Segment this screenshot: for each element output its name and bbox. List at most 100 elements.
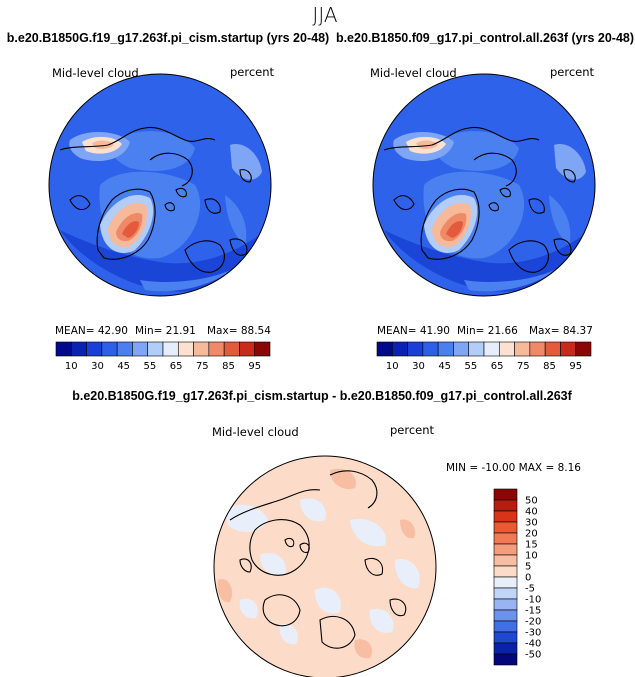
colorbar-tick-label: 75 xyxy=(196,361,209,372)
colorbar-tick-label: 0 xyxy=(525,573,531,584)
panel-2-mean: MEAN= 41.90 xyxy=(377,325,450,337)
colorbar-swatch xyxy=(376,341,393,357)
colorbar-tick-label: 85 xyxy=(222,361,235,372)
colorbar-swatch xyxy=(493,521,518,534)
colorbar-swatch xyxy=(453,341,470,357)
colorbar-tick-label: -50 xyxy=(525,650,541,661)
colorbar-swatch xyxy=(422,341,439,357)
colorbar-tick-label: 5 xyxy=(525,562,531,573)
colorbar-swatch xyxy=(493,554,518,567)
colorbar-tick-label: -30 xyxy=(525,628,541,639)
panel-3: b.e20.B1850G.f19_g17.263f.pi_cism.startu… xyxy=(72,389,581,677)
colorbar-swatch xyxy=(162,341,179,357)
colorbar-swatch xyxy=(86,341,103,357)
colorbar-swatch xyxy=(254,341,271,357)
colorbar-tick-label: 15 xyxy=(525,540,538,551)
colorbar-swatch xyxy=(55,341,72,357)
colorbar-swatch xyxy=(483,341,500,357)
season-title: JJA xyxy=(312,3,337,27)
colorbar-swatch xyxy=(493,609,518,622)
colorbar-tick-label: 10 xyxy=(525,551,538,562)
colorbar-swatch xyxy=(493,488,518,501)
panel-2-min: Min= 21.66 xyxy=(457,325,518,337)
colorbar-swatch xyxy=(493,499,518,512)
colorbar-swatch xyxy=(529,341,546,357)
colorbar-tick-label: -20 xyxy=(525,617,541,628)
panel-1-colorbar xyxy=(55,341,271,357)
colorbar-tick-label: 45 xyxy=(117,361,130,372)
colorbar-swatch xyxy=(575,341,592,357)
panel-2-variable-label: Mid-level cloud xyxy=(370,66,457,80)
panel-1-mean: MEAN= 42.90 xyxy=(55,325,128,337)
panel-2-max: Max= 84.37 xyxy=(529,325,593,337)
colorbar-swatch xyxy=(101,341,118,357)
panel-1: b.e20.B1850G.f19_g17.263f.pi_cism.startu… xyxy=(7,31,329,372)
colorbar-tick-label: 10 xyxy=(386,361,399,372)
panel-3-variable-label: Mid-level cloud xyxy=(212,425,299,439)
panel-1-variable-label: Mid-level cloud xyxy=(52,66,139,80)
colorbar-tick-label: 95 xyxy=(569,361,582,372)
colorbar-tick-label: 65 xyxy=(491,361,504,372)
colorbar-tick-label: 50 xyxy=(525,496,538,507)
colorbar-swatch xyxy=(493,532,518,545)
panel-2-map xyxy=(373,74,595,296)
colorbar-swatch xyxy=(560,341,577,357)
colorbar-swatch xyxy=(468,341,485,357)
colorbar-tick-label: -15 xyxy=(525,606,541,617)
colorbar-swatch xyxy=(493,620,518,633)
colorbar-tick-label: 95 xyxy=(248,361,261,372)
colorbar-tick-label: -10 xyxy=(525,595,541,606)
colorbar-tick-label: 75 xyxy=(517,361,530,372)
panel-3-title: b.e20.B1850G.f19_g17.263f.pi_cism.startu… xyxy=(72,389,572,403)
colorbar-tick-label: 55 xyxy=(465,361,478,372)
colorbar-swatch xyxy=(193,341,210,357)
colorbar-swatch xyxy=(544,341,561,357)
colorbar-tick-label: 30 xyxy=(525,518,538,529)
panel-2-title: b.e20.B1850.f09_g17.pi_control.all.263f … xyxy=(336,31,634,45)
panel-3-units-label: percent xyxy=(390,423,435,437)
colorbar-swatch xyxy=(493,642,518,655)
colorbar-swatch xyxy=(493,565,518,578)
colorbar-swatch xyxy=(239,341,256,357)
colorbar-swatch xyxy=(514,341,531,357)
colorbar-swatch xyxy=(493,510,518,523)
panel-1-max: Max= 88.54 xyxy=(207,325,271,337)
colorbar-swatch xyxy=(493,631,518,644)
colorbar-tick-label: -5 xyxy=(525,584,535,595)
colorbar-swatch xyxy=(147,341,164,357)
colorbar-tick-label: 20 xyxy=(525,529,538,540)
colorbar-swatch xyxy=(493,653,518,666)
colorbar-swatch xyxy=(177,341,194,357)
colorbar-swatch xyxy=(407,341,424,357)
colorbar-swatch xyxy=(493,543,518,556)
colorbar-swatch xyxy=(208,341,225,357)
colorbar-tick-label: 45 xyxy=(438,361,451,372)
colorbar-tick-label: 30 xyxy=(412,361,425,372)
panel-2-units-label: percent xyxy=(550,65,595,79)
colorbar-tick-label: 65 xyxy=(170,361,183,372)
panel-1-units-label: percent xyxy=(230,65,275,79)
colorbar-swatch xyxy=(493,576,518,589)
panel-2-map-border xyxy=(372,73,596,297)
colorbar-swatch xyxy=(493,587,518,600)
panel-1-colorbar-ticks: 10 30 45 55 65 75 85 95 xyxy=(65,361,261,372)
panel-2-colorbar-ticks: 10 30 45 55 65 75 85 95 xyxy=(386,361,582,372)
colorbar-swatch xyxy=(70,341,87,357)
colorbar-tick-label: 30 xyxy=(91,361,104,372)
colorbar-tick-label: 85 xyxy=(543,361,556,372)
colorbar-swatch xyxy=(223,341,240,357)
panel-3-colorbar xyxy=(493,488,518,666)
colorbar-tick-label: -40 xyxy=(525,639,541,650)
colorbar-tick-label: 10 xyxy=(65,361,78,372)
panel-3-map-border xyxy=(213,455,437,677)
colorbar-swatch xyxy=(498,341,515,357)
panel-2-colorbar xyxy=(376,341,592,357)
panel-1-title: b.e20.B1850G.f19_g17.263f.pi_cism.startu… xyxy=(7,31,329,45)
colorbar-tick-label: 40 xyxy=(525,507,538,518)
colorbar-swatch xyxy=(437,341,454,357)
panel-2: b.e20.B1850.f09_g17.pi_control.all.263f … xyxy=(336,31,634,372)
panel-1-map-border xyxy=(48,73,272,297)
panel-1-min: Min= 21.91 xyxy=(135,325,196,337)
